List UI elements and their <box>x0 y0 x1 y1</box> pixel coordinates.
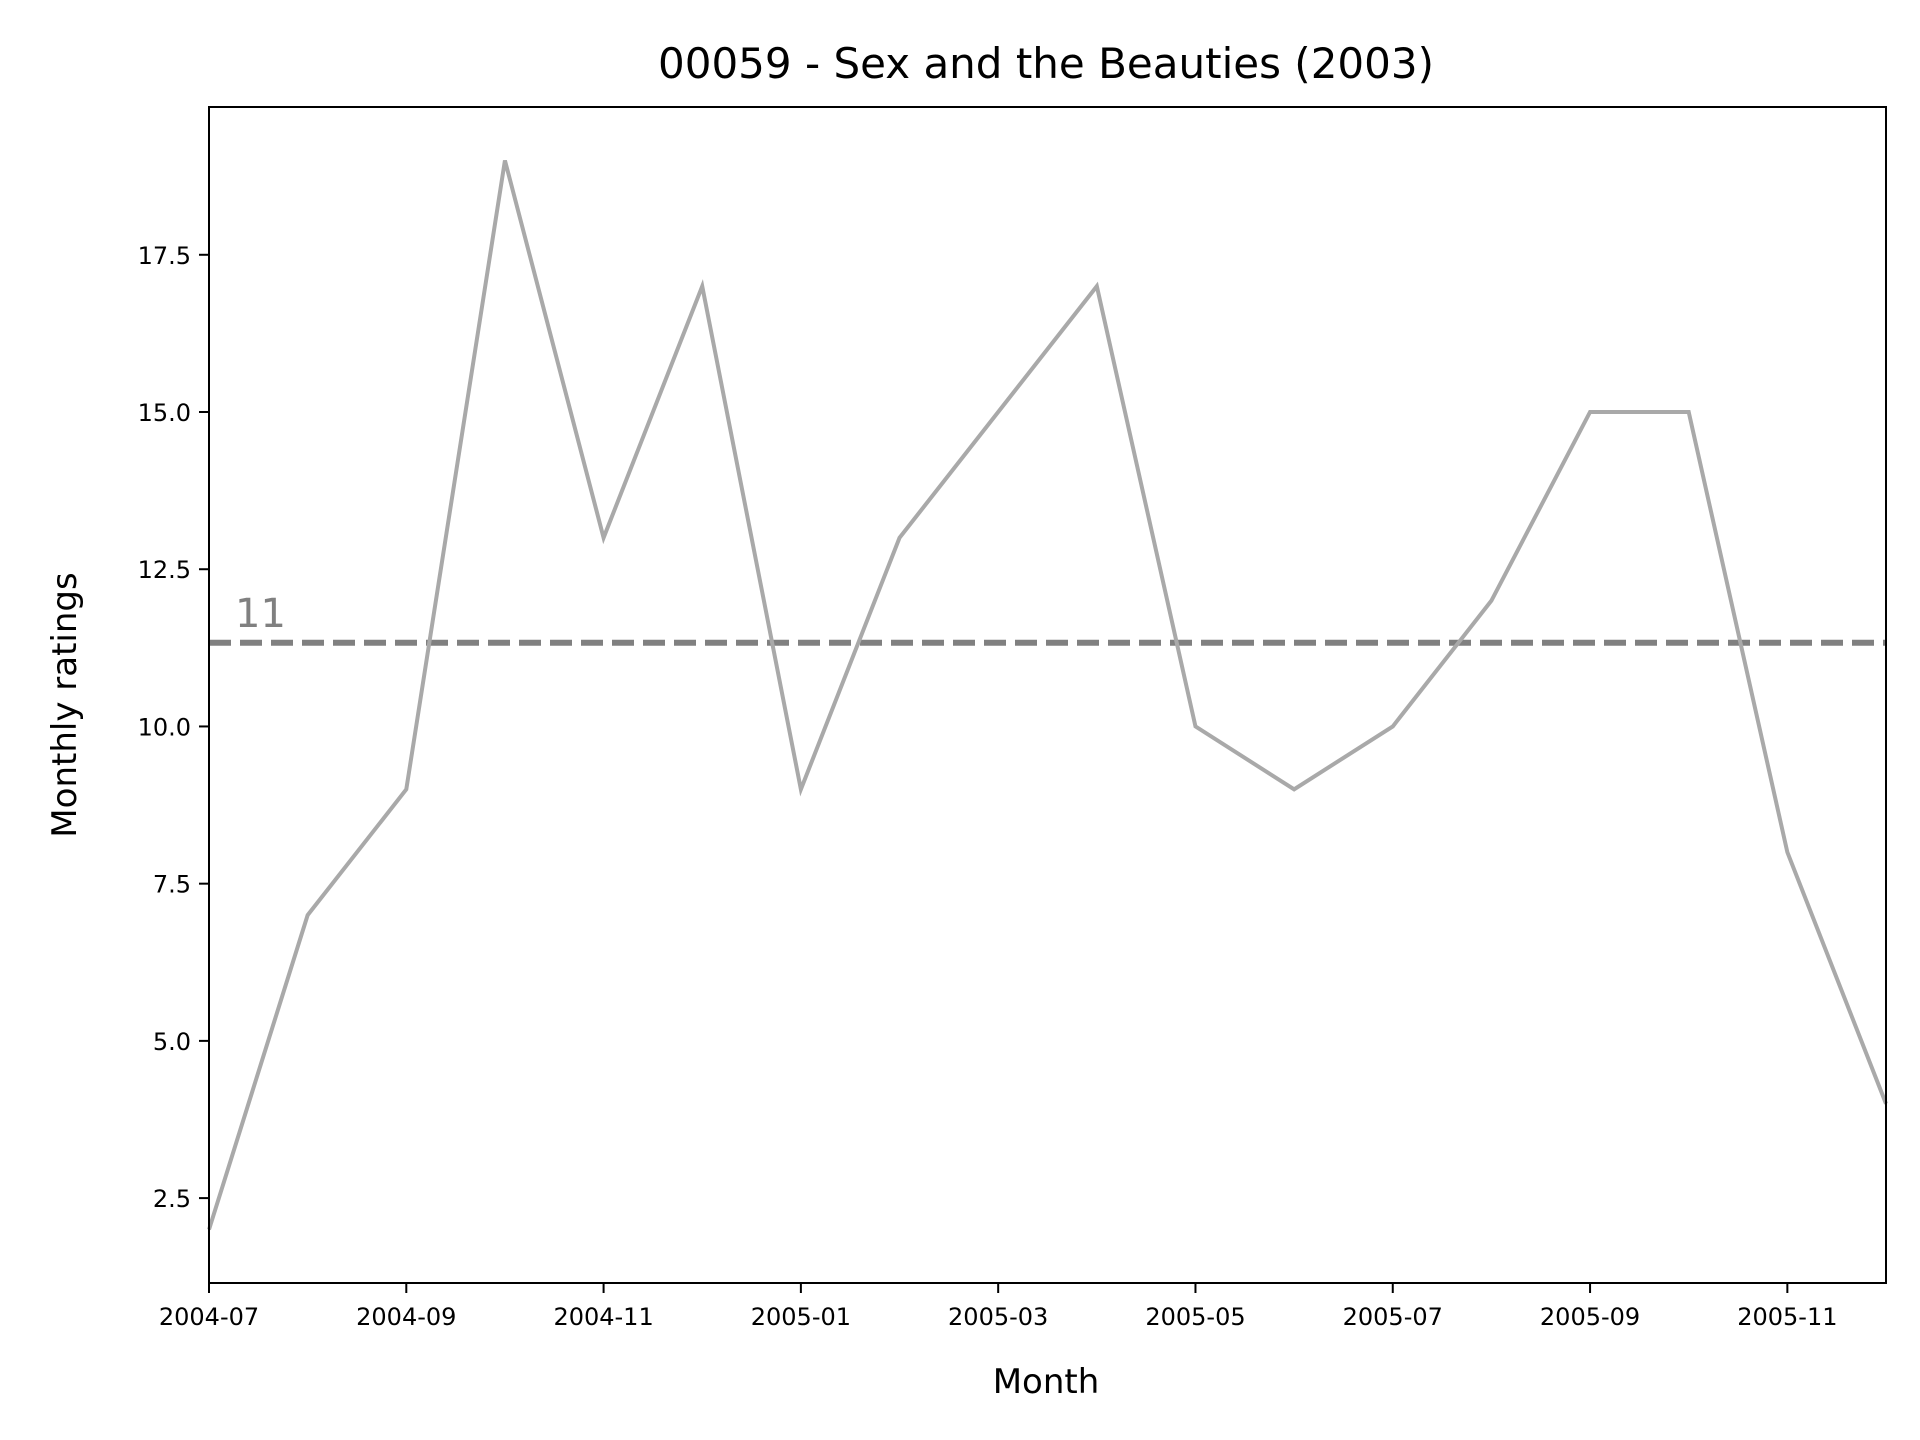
y-tick-label: 5.0 <box>153 1028 191 1056</box>
y-tick-label: 7.5 <box>153 871 191 899</box>
y-axis: 2.5 5.0 7.5 10.0 12.5 15.0 17.5 <box>138 242 209 1213</box>
y-axis-label: Monthly ratings <box>45 572 85 837</box>
x-tick-label: 2005-01 <box>751 1303 851 1331</box>
x-tick-label: 2005-07 <box>1343 1303 1443 1331</box>
chart-title: 00059 - Sex and the Beauties (2003) <box>658 39 1434 88</box>
y-tick-label: 17.5 <box>138 242 191 270</box>
y-tick-label: 15.0 <box>138 399 191 427</box>
x-tick-label: 2004-07 <box>159 1303 259 1331</box>
x-tick-label: 2004-11 <box>553 1303 653 1331</box>
x-tick-label: 2005-09 <box>1540 1303 1640 1331</box>
plot-area: 11 <box>207 159 1888 1231</box>
plot-frame <box>208 106 1887 1284</box>
x-axis: 2004-07 2004-09 2004-11 2005-01 2005-03 2005-… <box>159 1283 1837 1331</box>
x-tick-label: 2005-11 <box>1737 1303 1837 1331</box>
y-tick-label: 2.5 <box>153 1185 191 1213</box>
x-tick-label: 2005-03 <box>948 1303 1048 1331</box>
series-line <box>207 159 1888 1231</box>
x-axis-label: Month <box>993 1362 1100 1402</box>
y-tick-label: 12.5 <box>138 556 191 584</box>
y-tick-label: 10.0 <box>138 713 191 741</box>
mean-label: 11 <box>235 591 286 637</box>
x-tick-label: 2004-09 <box>356 1303 456 1331</box>
x-tick-label: 2005-05 <box>1145 1303 1245 1331</box>
